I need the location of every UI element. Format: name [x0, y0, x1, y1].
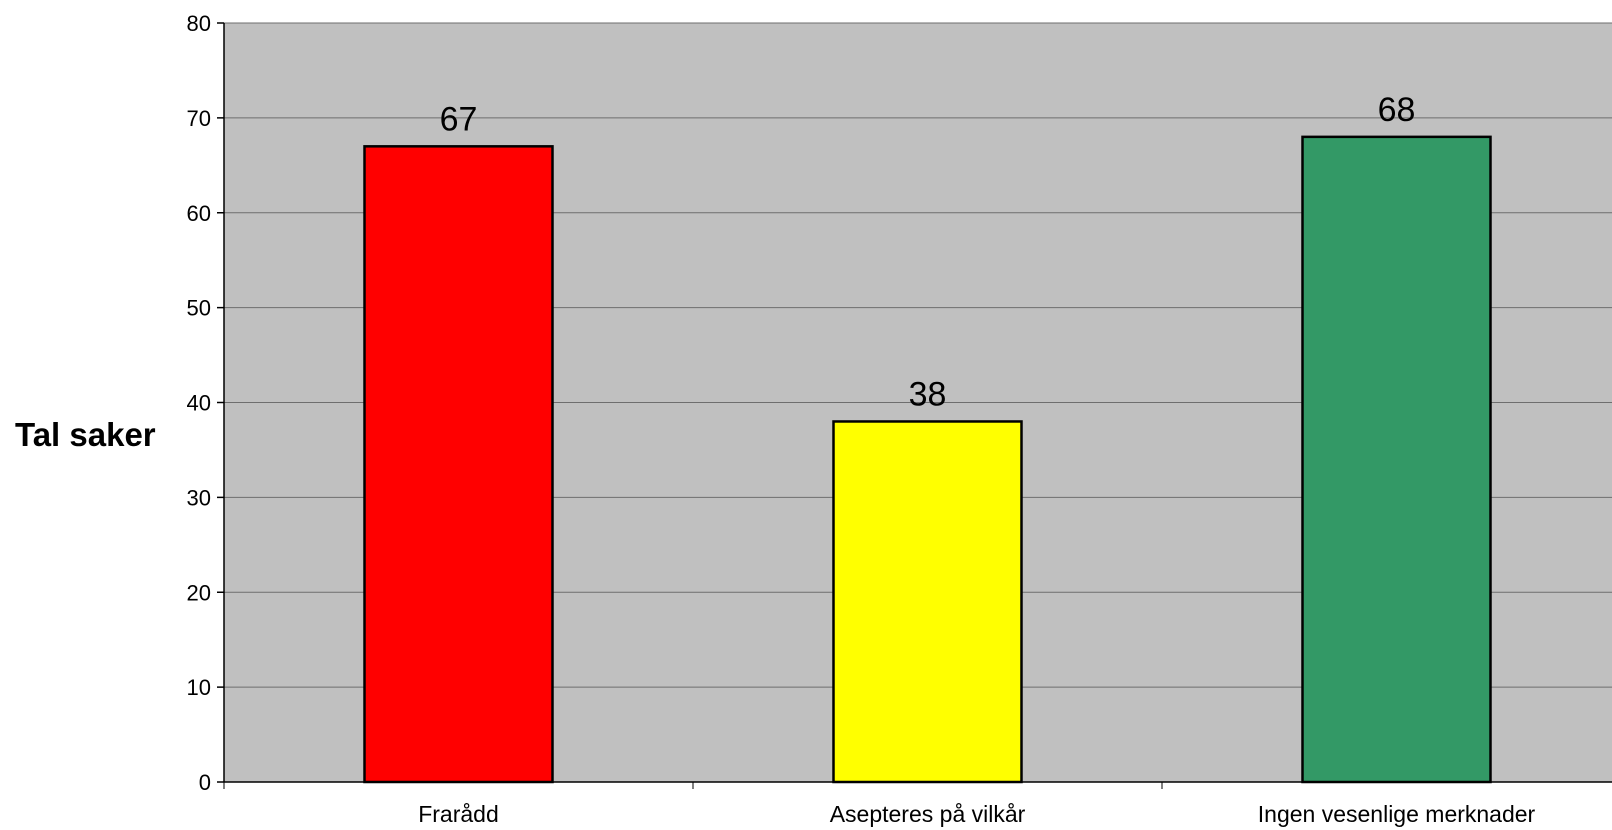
- category-label: Ingen vesenlige merknader: [1258, 801, 1536, 827]
- data-label: 38: [909, 375, 947, 413]
- category-label: Asepteres på vilkår: [830, 801, 1026, 827]
- y-tick-label: 60: [187, 201, 211, 226]
- y-axis-title: Tal saker: [15, 416, 156, 453]
- data-labels: 67 38 68: [440, 91, 1416, 414]
- y-tick-label: 30: [187, 485, 211, 510]
- y-tick-label: 80: [187, 11, 211, 36]
- y-tick-label: 70: [187, 106, 211, 131]
- bar: [832, 420, 1023, 784]
- y-tick-label: 20: [187, 580, 211, 605]
- y-tick-label: 0: [199, 770, 211, 795]
- bar: [1301, 135, 1492, 784]
- bars: [363, 135, 1492, 784]
- data-label: 67: [440, 100, 478, 138]
- y-tick-labels: 0 10 20 30 40 50 60 70 80: [187, 11, 211, 795]
- data-label: 68: [1378, 91, 1416, 129]
- y-tick-label: 50: [187, 296, 211, 321]
- category-labels: Frarådd Asepteres på vilkår Ingen vesenlig…: [418, 801, 1535, 827]
- category-label: Frarådd: [418, 801, 499, 827]
- axes: [217, 22, 1612, 789]
- bar: [363, 145, 554, 784]
- y-tick-label: 10: [187, 675, 211, 700]
- y-tick-label: 40: [187, 391, 211, 416]
